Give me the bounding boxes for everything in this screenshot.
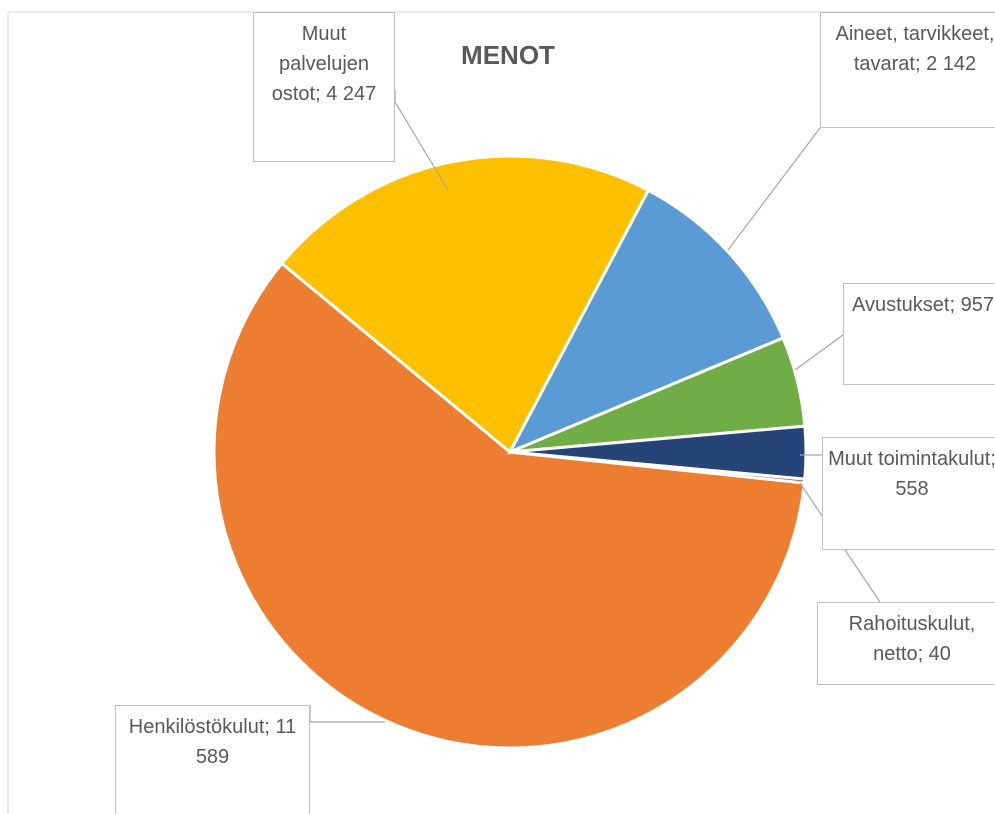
data-label: Rahoituskulut, netto; 40 [817,602,995,685]
value-label: ; 11 589 [195,716,297,768]
pie-slice [279,154,651,455]
value-label: ; 40 [917,643,951,665]
category: Muut toimintakulut [828,448,991,470]
leader-line [309,705,385,723]
data-label: Muut toimintakulut; 558 [822,437,995,550]
category: Rahoituskulut, netto [848,613,976,665]
value-label: ; 558 [895,448,995,500]
category: Henkilöstökulut [128,716,265,738]
data-label: Avustukset; 957 [843,283,995,385]
data-label: Aineet, tarvikkeet, tavarat; 2 142 [820,12,995,128]
category: Muut palvelujen ostot [271,23,370,105]
category: Aineet, tarvikkeet, tavarat [835,23,995,75]
pie-slice [509,450,807,485]
pie-slice [212,261,807,750]
value-label: ; 957 [949,294,994,316]
pie [212,154,808,750]
data-label: Muut palvelujen ostot; 4 247 [253,12,395,162]
value-label: ; 2 142 [914,53,977,75]
leader-line [794,334,844,371]
value-label: ; 4 247 [315,83,377,105]
leader-line [394,90,449,191]
data-label: Henkilöstökulut; 11 589 [115,705,310,814]
chart-title: MENOT [461,40,555,70]
leader-line [727,127,821,251]
pie-slice [506,188,786,455]
category: Avustukset [852,294,950,316]
